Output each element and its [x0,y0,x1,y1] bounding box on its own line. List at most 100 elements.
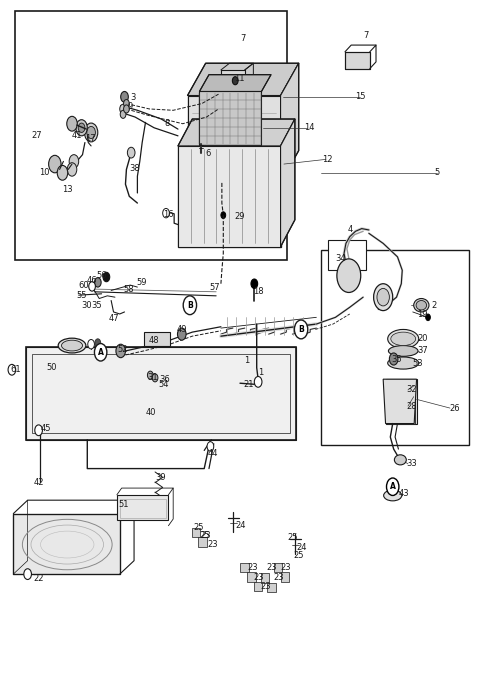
Circle shape [87,126,96,138]
Text: 14: 14 [304,124,315,132]
Circle shape [67,163,77,176]
Text: 11: 11 [234,74,245,83]
Text: 5: 5 [435,168,440,178]
Text: 29: 29 [234,212,245,221]
Circle shape [120,92,128,102]
Text: 35: 35 [392,354,402,364]
Text: 19: 19 [418,310,428,319]
Text: 21: 21 [244,380,254,389]
Circle shape [116,344,125,358]
Text: 37: 37 [418,346,428,356]
Text: 7: 7 [363,30,369,40]
Bar [267,583,276,592]
Text: 39: 39 [155,472,166,482]
Text: 23: 23 [274,573,284,582]
Bar [254,582,263,591]
Text: 20: 20 [418,334,428,344]
Text: 58: 58 [123,285,134,294]
Polygon shape [199,92,262,145]
Polygon shape [188,63,299,95]
Text: 2: 2 [432,301,437,310]
Circle shape [78,123,85,132]
Circle shape [147,371,153,379]
Text: 8: 8 [165,119,170,128]
Text: 38: 38 [129,163,140,173]
Bar [281,572,289,582]
Text: 27: 27 [31,132,42,140]
Circle shape [254,377,262,387]
Text: 23: 23 [260,582,271,591]
Text: 44: 44 [207,449,218,458]
Circle shape [95,277,101,287]
Circle shape [152,374,158,382]
Ellipse shape [388,346,418,356]
Circle shape [127,147,135,158]
Text: 30: 30 [82,301,92,310]
Ellipse shape [58,338,86,353]
Text: 34: 34 [335,254,346,263]
Text: 57: 57 [209,283,220,292]
Polygon shape [188,95,281,183]
Text: 31: 31 [147,373,157,382]
Circle shape [95,344,107,361]
Text: 22: 22 [34,574,44,583]
Bar [199,537,207,547]
Circle shape [35,425,42,435]
Text: 23: 23 [253,573,264,582]
Circle shape [120,110,126,118]
Circle shape [163,209,169,218]
Polygon shape [383,379,417,423]
Bar [385,379,417,423]
Bar [274,563,282,572]
Text: 49: 49 [177,325,188,334]
Text: 25: 25 [193,522,204,532]
Circle shape [337,259,361,292]
Text: 45: 45 [40,424,51,433]
Polygon shape [13,514,120,574]
Bar [178,146,281,247]
Circle shape [57,165,68,180]
Text: 18: 18 [253,288,264,296]
Ellipse shape [384,490,402,501]
Circle shape [183,296,197,315]
Text: 23: 23 [247,563,258,572]
Text: 33: 33 [406,460,417,468]
Polygon shape [178,146,281,247]
Circle shape [123,99,129,107]
Polygon shape [345,52,370,69]
Text: 4: 4 [348,225,353,234]
Text: 24: 24 [296,543,307,551]
Polygon shape [221,70,245,84]
Text: 46: 46 [86,276,97,285]
Text: 54: 54 [159,380,169,389]
Circle shape [386,478,399,495]
Ellipse shape [388,329,419,348]
Text: 7: 7 [240,34,245,43]
Circle shape [207,441,214,451]
Text: 12: 12 [322,155,333,164]
Text: 10: 10 [38,168,49,178]
Text: 43: 43 [398,489,409,498]
Circle shape [426,314,431,321]
Text: 28: 28 [406,402,417,410]
Bar [199,92,262,145]
Bar [117,495,168,520]
Text: 16: 16 [163,210,173,219]
Circle shape [67,116,77,131]
Bar [206,133,245,146]
Circle shape [48,155,61,173]
Text: 53: 53 [413,358,423,368]
Ellipse shape [416,300,427,310]
Text: 42: 42 [34,477,44,487]
Text: 25: 25 [293,551,304,560]
Text: 48: 48 [148,336,159,346]
Ellipse shape [395,455,406,465]
Text: 56: 56 [97,271,108,280]
Text: 26: 26 [449,404,460,412]
Text: 25: 25 [199,531,210,540]
Text: 51: 51 [118,500,129,509]
Circle shape [389,353,398,365]
Text: 40: 40 [145,408,156,417]
Circle shape [251,279,258,288]
Polygon shape [281,63,299,183]
